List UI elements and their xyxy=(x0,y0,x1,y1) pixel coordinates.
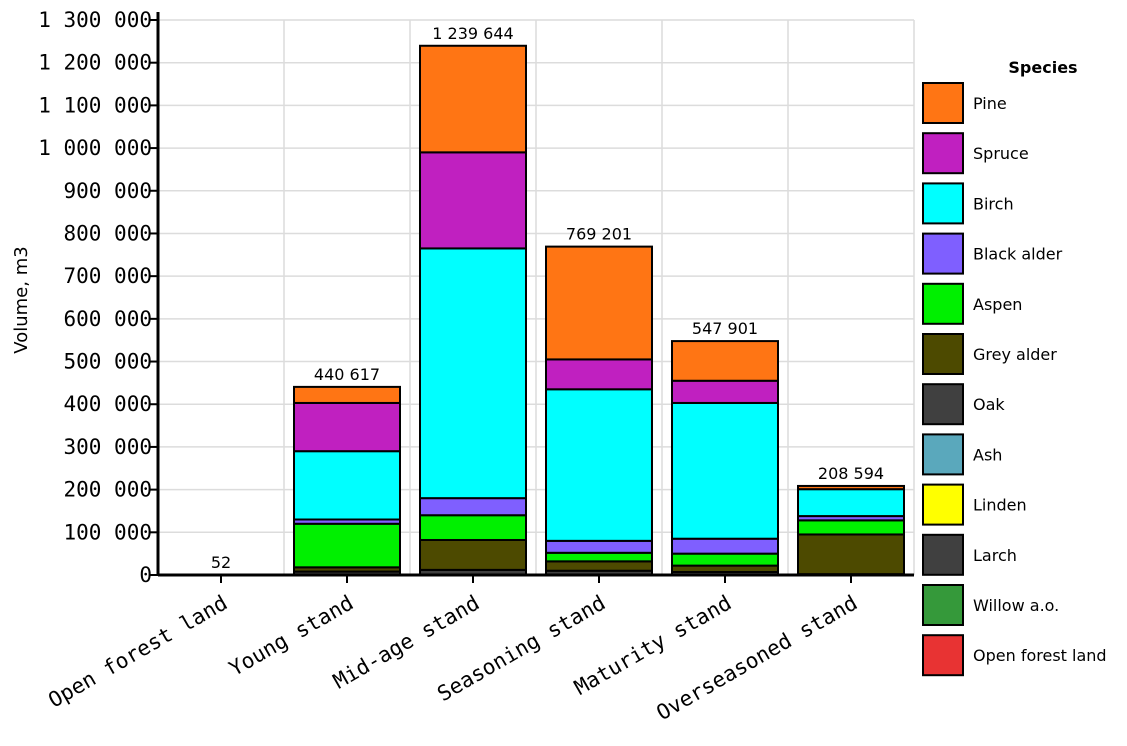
y-tick-label: 600 000 xyxy=(63,307,152,331)
bar-segment-spruce xyxy=(671,379,779,404)
y-tick-label: 1 200 000 xyxy=(38,51,152,75)
total-labels: 52 440 617 1 239 644 769 201 547 901 208 594 xyxy=(211,24,884,572)
x-tick-label: Overseasoned stand xyxy=(652,591,861,726)
legend-label: Linden xyxy=(973,496,1027,515)
bar-segment-birch xyxy=(797,488,905,518)
y-axis-label: Volume, m3 xyxy=(11,246,32,353)
bar-segment-aspen xyxy=(293,522,401,569)
total-label: 1 239 644 xyxy=(432,24,513,43)
legend-label: Birch xyxy=(973,194,1014,213)
bar-segment-pine xyxy=(797,484,905,491)
y-tick-label: 700 000 xyxy=(63,264,152,288)
legend-swatch xyxy=(922,433,964,476)
y-tick-label: 1 000 000 xyxy=(38,136,152,160)
total-label: 547 901 xyxy=(692,319,758,338)
legend-swatch xyxy=(922,383,964,426)
bar-segment-grey-alder xyxy=(797,533,905,576)
bar-segment-pine xyxy=(293,385,401,404)
y-tick-label: 100 000 xyxy=(63,520,152,544)
legend-label: Black alder xyxy=(973,245,1063,264)
legend-swatch xyxy=(922,533,964,576)
bar-segment-aspen xyxy=(545,551,653,563)
bar-segment-spruce xyxy=(545,358,653,391)
bars xyxy=(167,44,905,577)
total-label: 208 594 xyxy=(818,464,884,483)
bar-segment-birch xyxy=(671,401,779,540)
y-tick-label: 200 000 xyxy=(63,478,152,502)
bar-segment-aspen xyxy=(419,514,527,541)
legend-swatch xyxy=(922,82,964,124)
bar-segment-grey-alder xyxy=(545,560,653,572)
legend-swatch xyxy=(922,483,964,526)
legend-label: Oak xyxy=(973,395,1005,414)
y-tick-label: 500 000 xyxy=(63,350,152,374)
bar-segment-black-alder xyxy=(419,497,527,517)
legend-swatch xyxy=(922,333,964,375)
legend-swatch xyxy=(922,182,964,225)
legend-title: Species xyxy=(1008,58,1077,77)
bar-segment-pine xyxy=(419,44,527,154)
bar-segment-black-alder xyxy=(671,537,779,555)
bar-segment-grey-alder xyxy=(419,538,527,571)
legend-label: Open forest land xyxy=(973,646,1107,665)
legend-label: Grey alder xyxy=(973,345,1057,364)
legend-label: Pine xyxy=(973,94,1007,113)
total-label: 52 xyxy=(211,553,231,572)
legend-swatch xyxy=(922,584,964,626)
x-tick-label: Open forest land xyxy=(44,591,231,713)
bar-segment-birch xyxy=(419,247,527,500)
legend: Species Pine Spruce Birch Black alder Aspen G… xyxy=(922,58,1107,677)
bar-segment-pine xyxy=(671,340,779,382)
legend-swatch xyxy=(922,132,964,175)
total-label: 440 617 xyxy=(314,365,380,384)
legend-label: Spruce xyxy=(973,144,1029,163)
y-axis-ticks: 0 100 000 200 000 300 000 400 000 500 000 600 … xyxy=(38,8,158,587)
y-tick-label: 400 000 xyxy=(63,392,152,416)
bar-segment-birch xyxy=(293,450,401,521)
legend-label: Aspen xyxy=(973,295,1022,314)
legend-swatch xyxy=(922,634,964,677)
y-tick-label: 1 300 000 xyxy=(38,8,152,32)
bar-segment-spruce xyxy=(293,401,401,453)
grid xyxy=(158,19,915,575)
y-tick-label: 900 000 xyxy=(63,179,152,203)
legend-label: Larch xyxy=(973,546,1017,565)
legend-label: Ash xyxy=(973,445,1002,464)
bar-segment-spruce xyxy=(419,151,527,250)
bar-segment-aspen xyxy=(671,552,779,567)
bar-segment-black-alder xyxy=(545,539,653,554)
total-label: 769 201 xyxy=(566,225,632,244)
bar-segment-aspen xyxy=(797,519,905,536)
legend-swatch xyxy=(922,282,964,325)
bar-segment-birch xyxy=(545,388,653,542)
bar-segment-pine xyxy=(545,245,653,361)
y-tick-label: 0 xyxy=(139,563,152,587)
legend-swatch xyxy=(922,232,964,275)
y-tick-label: 800 000 xyxy=(63,221,152,245)
y-tick-label: 1 100 000 xyxy=(38,93,152,117)
y-tick-label: 300 000 xyxy=(63,435,152,459)
legend-label: Willow a.o. xyxy=(973,596,1059,615)
